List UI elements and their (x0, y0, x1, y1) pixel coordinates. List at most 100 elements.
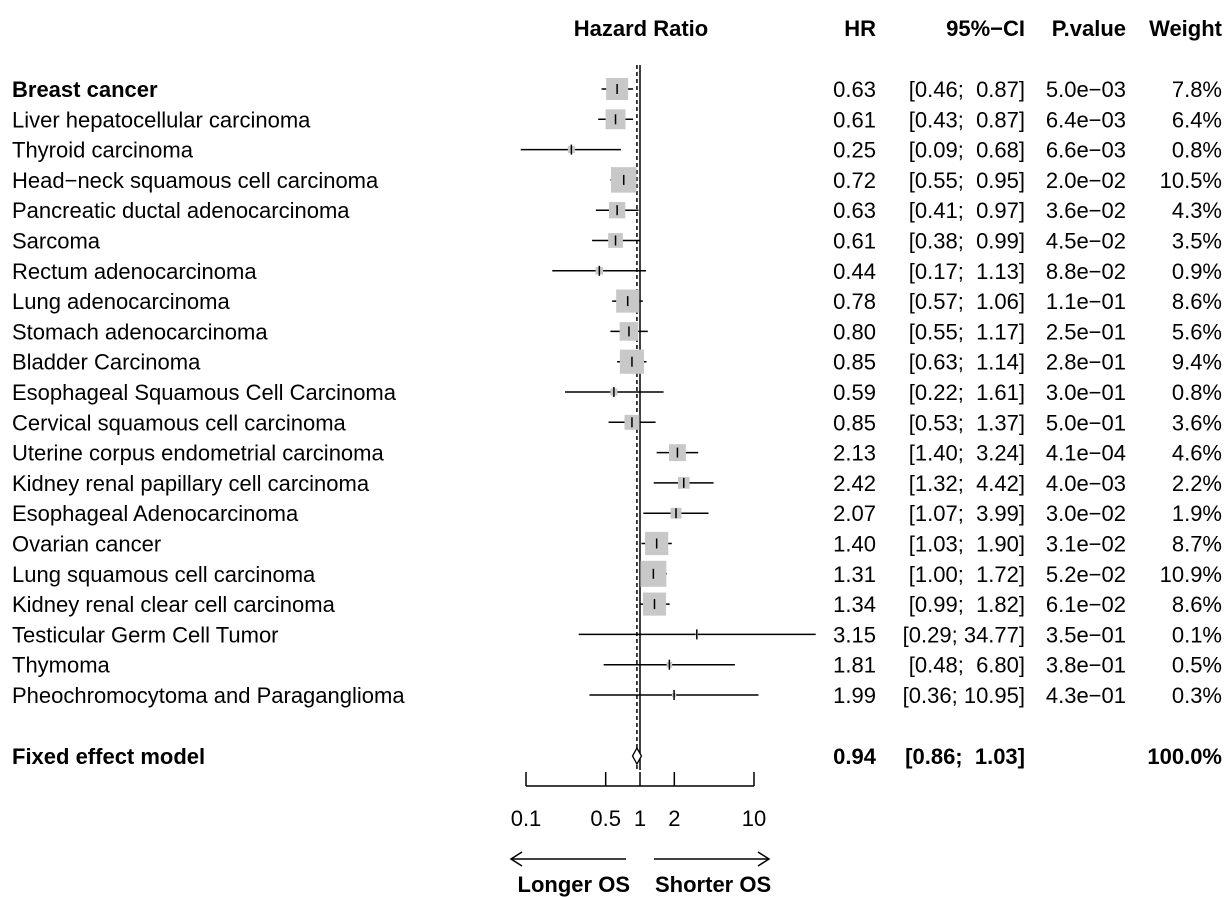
weight-value: 5.6% (1172, 319, 1222, 344)
weight-value: 2.2% (1172, 471, 1222, 496)
weight-value: 3.6% (1172, 410, 1222, 435)
summary-label: Fixed effect model (12, 744, 205, 769)
weight-value: 10.9% (1160, 562, 1222, 587)
p-value: 2.0e−02 (1046, 168, 1126, 193)
ci-value: [0.48; 6.80] (909, 653, 1025, 678)
weight-value: 1.9% (1172, 501, 1222, 526)
study-row: Lung adenocarcinoma 0.78 [0.57; 1.06] 1.1e−… (12, 289, 1222, 314)
study-row: Lung squamous cell carcinoma 1.31 [1.00; 1… (12, 560, 1222, 587)
left-arrow-head (509, 851, 523, 867)
hr-value: 2.07 (833, 501, 876, 526)
hr-value: 0.72 (833, 168, 876, 193)
p-value: 6.6e−03 (1046, 138, 1126, 163)
x-axis: 0.1 0.5 1 2 10 (511, 772, 766, 831)
header-p-value: P.value (1052, 16, 1126, 41)
hr-value: 0.25 (833, 138, 876, 163)
study-row: Thymoma 1.81 [0.48; 6.80] 3.8e−01 0.5% (12, 653, 1222, 678)
hr-value: 0.78 (833, 289, 876, 314)
study-label: Stomach adenocarcinoma (12, 319, 268, 344)
study-label: Lung squamous cell carcinoma (12, 562, 316, 587)
hr-value: 0.85 (833, 350, 876, 375)
study-label: Esophageal Squamous Cell Carcinoma (12, 380, 397, 405)
weight-value: 10.5% (1160, 168, 1222, 193)
study-label: Thyroid carcinoma (12, 138, 194, 163)
p-value: 4.0e−03 (1046, 471, 1126, 496)
study-label: Kidney renal clear cell carcinoma (12, 592, 336, 617)
ci-value: [0.41; 0.97] (909, 198, 1025, 223)
p-value: 4.3e−01 (1046, 683, 1126, 708)
hr-value: 1.99 (833, 683, 876, 708)
weight-value: 0.8% (1172, 380, 1222, 405)
p-value: 4.1e−04 (1046, 441, 1126, 466)
study-label: Rectum adenocarcinoma (12, 259, 257, 284)
ci-value: [1.40; 3.24] (909, 441, 1025, 466)
study-row: Ovarian cancer 1.40 [1.03; 1.90] 3.1e−02 8.7… (12, 532, 1222, 557)
header-hr: HR (844, 16, 876, 41)
x-tick-label: 0.5 (590, 806, 621, 831)
direction-label-right: Shorter OS (655, 872, 771, 897)
weight-value: 4.6% (1172, 441, 1222, 466)
study-label: Ovarian cancer (12, 532, 161, 557)
summary-weight-value: 100.0% (1147, 744, 1222, 769)
study-row: Pancreatic ductal adenocarcinoma 0.63 [0.4… (12, 198, 1222, 223)
ci-value: [1.07; 3.99] (909, 501, 1025, 526)
hr-value: 0.61 (833, 229, 876, 254)
ci-value: [0.99; 1.82] (909, 592, 1025, 617)
study-row: Stomach adenocarcinoma 0.80 [0.55; 1.17] 2.… (12, 319, 1222, 344)
p-value: 5.0e−03 (1046, 77, 1126, 102)
p-value: 6.4e−03 (1046, 107, 1126, 132)
study-row: Liver hepatocellular carcinoma 0.61 [0.43;… (12, 107, 1222, 132)
ci-value: [0.57; 1.06] (909, 289, 1025, 314)
study-row: Pheochromocytoma and Paraganglioma 1.99 [0… (12, 683, 1222, 708)
study-label: Sarcoma (12, 229, 101, 254)
study-row: Cervical squamous cell carcinoma 0.85 [0.5… (12, 410, 1222, 435)
study-label: Pheochromocytoma and Paraganglioma (12, 683, 405, 708)
study-label: Lung adenocarcinoma (12, 289, 230, 314)
p-value: 3.0e−02 (1046, 501, 1126, 526)
summary-diamond (631, 746, 643, 766)
study-row: Bladder Carcinoma 0.85 [0.63; 1.14] 2.8e−01… (12, 349, 1222, 375)
study-label: Pancreatic ductal adenocarcinoma (12, 198, 350, 223)
weight-value: 8.6% (1172, 289, 1222, 314)
weight-value: 6.4% (1172, 107, 1222, 132)
x-tick-label: 10 (742, 806, 766, 831)
hr-value: 2.42 (833, 471, 876, 496)
ci-value: [1.00; 1.72] (909, 562, 1025, 587)
study-label: Cervical squamous cell carcinoma (12, 410, 347, 435)
ci-value: [0.29; 34.77] (903, 622, 1025, 647)
study-row: Breast cancer 0.63 [0.46; 0.87] 5.0e−03 7.8% (12, 77, 1222, 102)
ci-value: [0.46; 0.87] (909, 77, 1025, 102)
weight-value: 3.5% (1172, 229, 1222, 254)
weight-value: 0.3% (1172, 683, 1222, 708)
p-value: 4.5e−02 (1046, 229, 1126, 254)
direction-label-left: Longer OS (518, 872, 630, 897)
hr-value: 1.34 (833, 592, 876, 617)
p-value: 3.6e−02 (1046, 198, 1126, 223)
p-value: 6.1e−02 (1046, 592, 1126, 617)
study-row: Rectum adenocarcinoma 0.44 [0.17; 1.13] 8.8… (12, 259, 1222, 284)
study-label: Liver hepatocellular carcinoma (12, 107, 311, 132)
p-value: 8.8e−02 (1046, 259, 1126, 284)
ci-value: [1.32; 4.42] (909, 471, 1025, 496)
p-value: 1.1e−01 (1046, 289, 1126, 314)
header-weight: Weight (1149, 16, 1223, 41)
ci-value: [0.17; 1.13] (909, 259, 1025, 284)
study-label: Uterine corpus endometrial carcinoma (12, 441, 384, 466)
ci-value: [0.22; 1.61] (909, 380, 1025, 405)
ci-value: [0.09; 0.68] (909, 138, 1025, 163)
weight-value: 8.7% (1172, 532, 1222, 557)
summary-row: Fixed effect model 0.94 [0.86; 1.03] 100.0% (12, 744, 1222, 769)
p-value: 5.0e−01 (1046, 410, 1126, 435)
p-value: 3.1e−02 (1046, 532, 1126, 557)
direction-arrows (509, 851, 771, 867)
p-value: 5.2e−02 (1046, 562, 1126, 587)
weight-value: 0.1% (1172, 622, 1222, 647)
summary-ci-value: [0.86; 1.03] (905, 744, 1025, 769)
study-row: Testicular Germ Cell Tumor 3.15 [0.29; 34.… (12, 622, 1222, 647)
study-label: Esophageal Adenocarcinoma (12, 501, 299, 526)
study-label: Thymoma (12, 653, 111, 678)
study-label: Bladder Carcinoma (12, 350, 201, 375)
p-value: 2.8e−01 (1046, 350, 1126, 375)
hr-value: 0.59 (833, 380, 876, 405)
